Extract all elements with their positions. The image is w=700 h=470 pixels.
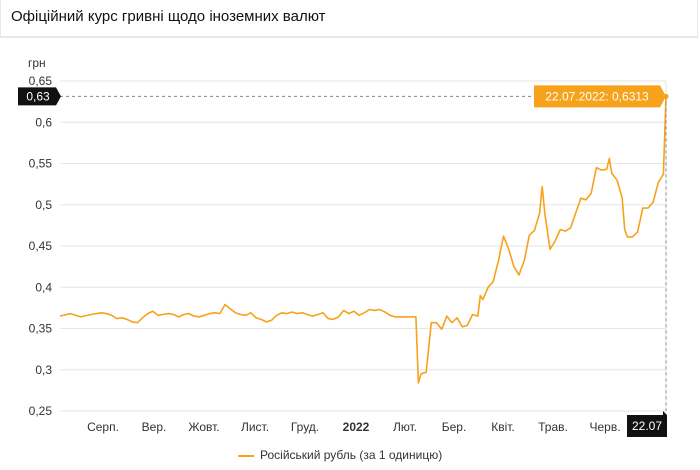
y-tick-label: 0,5 — [35, 198, 52, 212]
x-tick-label: Серп. — [87, 420, 119, 434]
tooltip-box — [534, 85, 666, 108]
x-tick-label: Черв. — [589, 420, 620, 434]
x-tick-label: Вер. — [142, 420, 167, 434]
y-tick-label: 0,25 — [29, 404, 53, 418]
series-line — [59, 96, 667, 384]
x-current-value-label: 22.07 — [632, 419, 662, 433]
plot-area — [59, 96, 667, 384]
x-tick-label: Лют. — [393, 420, 417, 434]
line-chart: грн 0,25 0,3 0,35 0,4 0,45 0,5 0,55 0,6 0,65 Серп… — [18, 56, 669, 437]
y-axis-label: грн — [28, 56, 46, 70]
x-tick-label: Бер. — [442, 420, 467, 434]
legend-line-marker — [238, 454, 254, 457]
chart-header: Офіційний курс гривні щодо іноземних вал… — [0, 0, 698, 38]
chart-title: Офіційний курс гривні щодо іноземних вал… — [11, 8, 326, 25]
y-current-value-label: 0,63 — [26, 89, 50, 103]
y-current-value-box — [18, 87, 61, 106]
x-tick-label: Квіт. — [491, 420, 515, 434]
x-tick-label: 2022 — [343, 420, 370, 434]
y-tick-label: 0,4 — [35, 280, 52, 294]
y-tick-label: 0,35 — [29, 322, 53, 336]
grid-lines — [60, 80, 667, 412]
chart-overlay: 0,63 22.07 22.07.2022: 0,6313 — [18, 85, 669, 437]
x-tick-label: Трав. — [538, 420, 568, 434]
x-tick-label: Лист. — [241, 420, 269, 434]
y-tick-label: 0,45 — [29, 239, 53, 253]
y-tick-label: 0,65 — [29, 74, 53, 88]
x-tick-label: Груд. — [291, 420, 319, 434]
y-tick-label: 0,55 — [29, 157, 53, 171]
x-axis: Серп. Вер. Жовт. Лист. Груд. 2022 Лют. Бер. Квіт… — [87, 420, 620, 434]
legend[interactable]: Російський рубль (за 1 одиницю) — [238, 448, 442, 462]
y-tick-label: 0,6 — [35, 115, 52, 129]
x-current-value-box — [627, 411, 667, 437]
y-axis: грн 0,25 0,3 0,35 0,4 0,45 0,5 0,55 0,6 0,65 — [28, 56, 52, 418]
y-tick-label: 0,3 — [35, 363, 52, 377]
x-tick-label: Жовт. — [188, 420, 219, 434]
tooltip-label: 22.07.2022: 0,6313 — [545, 89, 649, 103]
legend-label: Російський рубль (за 1 одиницю) — [260, 448, 443, 462]
